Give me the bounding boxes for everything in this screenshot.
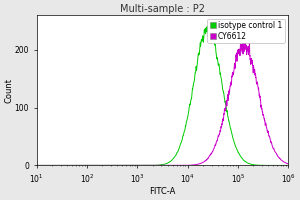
- Legend: isotype control 1, CY6612: isotype control 1, CY6612: [207, 19, 285, 43]
- Y-axis label: Count: Count: [4, 78, 13, 103]
- Title: Multi-sample : P2: Multi-sample : P2: [120, 4, 205, 14]
- X-axis label: FITC-A: FITC-A: [149, 187, 176, 196]
